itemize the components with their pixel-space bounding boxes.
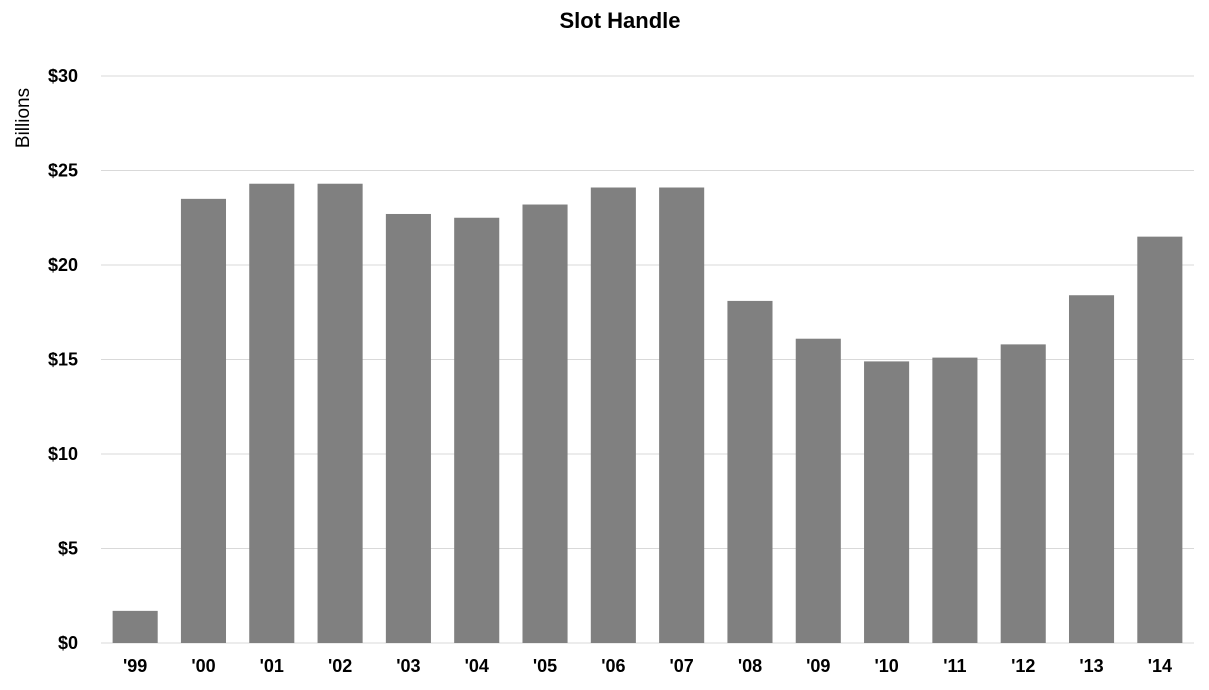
x-tick-label: '01	[260, 656, 284, 676]
x-tick-label: '99	[123, 656, 147, 676]
bar	[864, 361, 910, 643]
bar	[317, 183, 363, 644]
bar	[249, 183, 295, 644]
x-tick-label: '02	[328, 656, 352, 676]
bar	[112, 610, 158, 643]
x-tick-label: '07	[670, 656, 694, 676]
x-tick-label: '00	[191, 656, 215, 676]
bar	[1000, 344, 1046, 643]
bar	[1137, 236, 1183, 643]
x-tick-label: '06	[601, 656, 625, 676]
y-tick-labels: $0 $5 $10 $15 $20 $25 $30	[48, 66, 78, 653]
x-tick-label: '11	[943, 656, 966, 676]
bar	[727, 300, 773, 643]
x-tick-label: '14	[1148, 656, 1172, 676]
x-tick-label: '03	[396, 656, 420, 676]
y-tick-label: $15	[48, 350, 78, 370]
x-tick-label: '12	[1011, 656, 1035, 676]
y-tick-label: $0	[58, 633, 78, 653]
y-tick-label: $5	[58, 539, 78, 559]
x-tick-label: '13	[1079, 656, 1103, 676]
x-tick-label: '04	[465, 656, 489, 676]
x-tick-label: '10	[874, 656, 898, 676]
x-tick-label: '05	[533, 656, 557, 676]
bars	[112, 183, 1183, 644]
y-tick-label: $30	[48, 66, 78, 86]
bar	[795, 338, 841, 643]
bar	[1068, 295, 1115, 643]
chart-title: Slot Handle	[559, 8, 680, 33]
y-tick-label: $20	[48, 255, 78, 275]
y-tick-label: $25	[48, 161, 78, 181]
x-tick-label: '08	[738, 656, 762, 676]
y-axis-label: Billions	[13, 88, 34, 148]
bar	[180, 198, 227, 643]
bar	[522, 204, 568, 643]
bar	[932, 357, 978, 643]
x-tick-label: '09	[806, 656, 830, 676]
bar	[385, 213, 431, 643]
bar	[590, 187, 636, 643]
x-tick-labels: '99 '00 '01 '02 '03 '04 '05 '06 '07 '08 '09 '10 '11 '…	[123, 656, 1172, 676]
bar	[659, 187, 705, 643]
y-tick-label: $10	[48, 444, 78, 464]
bar	[454, 217, 500, 643]
